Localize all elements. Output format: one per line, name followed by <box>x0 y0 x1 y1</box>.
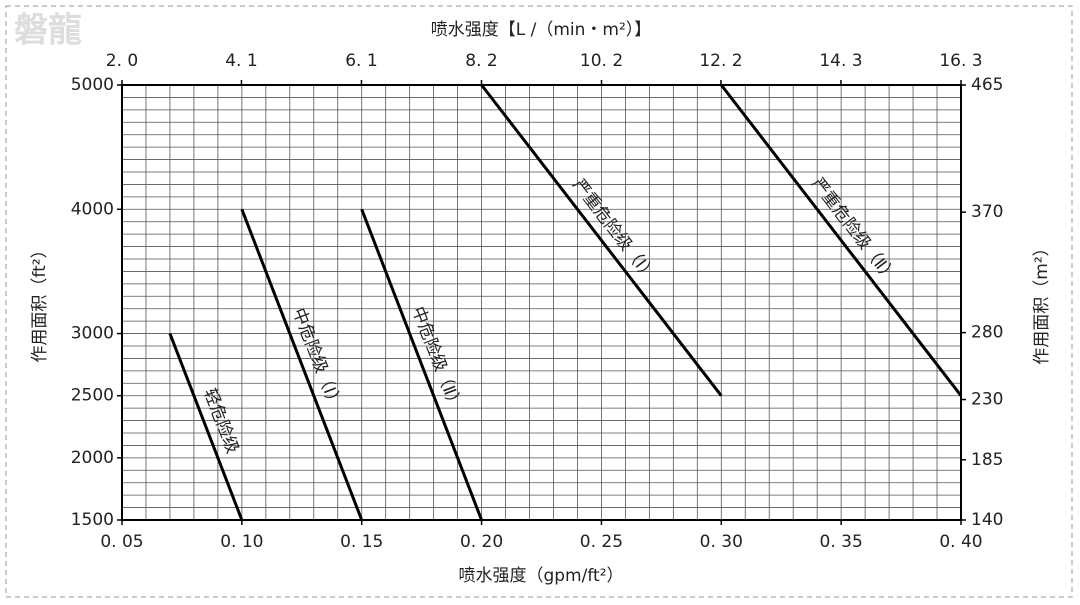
y2-tick-label: 465 <box>971 75 1003 95</box>
series-line <box>360 208 483 521</box>
series-line <box>480 84 723 397</box>
y-tick-label: 1500 <box>71 510 114 530</box>
x2-tick-label: 14. 3 <box>819 51 862 71</box>
y-tick-label: 4000 <box>71 199 114 219</box>
x-tick-label: 0. 40 <box>939 532 982 552</box>
x-tick-label: 0. 25 <box>580 532 623 552</box>
x-tick-label: 0. 30 <box>700 532 743 552</box>
y2-tick-label: 230 <box>971 390 1003 410</box>
watermark: 磐龍 <box>14 11 82 51</box>
y2-tick-label: 280 <box>971 323 1003 343</box>
x2-title: 喷水强度【L /（min・m²）】 <box>431 20 652 40</box>
x2-tick-label: 4. 1 <box>225 51 257 71</box>
x2-tick-label: 12. 2 <box>699 51 742 71</box>
x2-tick-label: 10. 2 <box>580 51 623 71</box>
series-line <box>168 333 244 521</box>
x2-tick-label: 16. 3 <box>939 51 982 71</box>
y-title: 作用面积（ft²） <box>30 241 50 362</box>
series-label: 严重危险级（Ⅱ） <box>807 174 901 287</box>
y-tick-label: 3000 <box>71 324 114 344</box>
x-tick-label: 0. 10 <box>220 532 263 552</box>
x2-tick-label: 6. 1 <box>345 51 377 71</box>
y-tick-label: 2500 <box>71 386 114 406</box>
x-tick-label: 0. 35 <box>820 532 863 552</box>
series-line <box>720 84 963 397</box>
x-title: 喷水强度（gpm/ft²） <box>458 566 623 586</box>
plot-border <box>121 84 962 521</box>
series-label: 严重危险级（Ⅰ） <box>568 175 660 285</box>
x-tick-label: 0. 05 <box>100 532 143 552</box>
series-line <box>240 208 364 521</box>
y2-tick-label: 140 <box>971 510 1003 530</box>
y-tick-label: 2000 <box>71 448 114 468</box>
y2-tick-label: 370 <box>971 202 1003 222</box>
x-tick-label: 0. 15 <box>340 532 383 552</box>
x-tick-label: 0. 20 <box>460 532 503 552</box>
series-label: 中危险级（Ⅱ） <box>407 304 465 414</box>
x2-tick-label: 2. 0 <box>106 51 138 71</box>
frame <box>5 5 1073 598</box>
y2-tick-label: 185 <box>971 450 1003 470</box>
x2-tick-label: 8. 2 <box>465 51 497 71</box>
y2-title: 作用面积（m²） <box>1032 239 1052 364</box>
y-tick-label: 5000 <box>71 75 114 95</box>
